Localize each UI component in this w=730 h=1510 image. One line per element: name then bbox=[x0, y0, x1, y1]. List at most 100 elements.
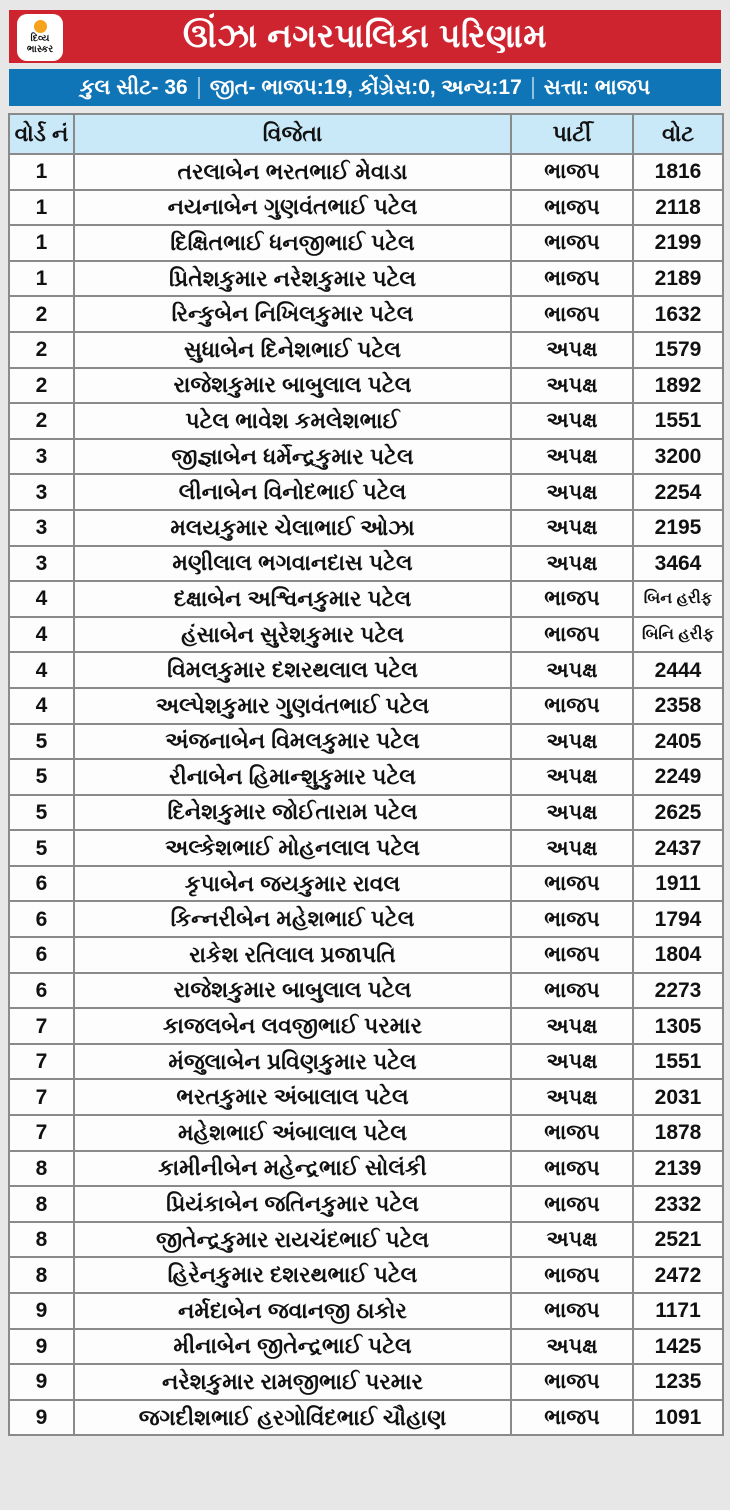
table-row: 5 દિનેશકુમાર જોઈતારામ પટેલ અપક્ષ 2625 bbox=[8, 793, 724, 832]
votes-cell: 2118 bbox=[632, 188, 724, 227]
table-row: 4 વિમલકુમાર દશરથલાલ પટેલ અપક્ષ 2444 bbox=[8, 651, 724, 689]
votes-cell: 2405 bbox=[632, 722, 724, 761]
party-cell: અપક્ષ bbox=[510, 793, 634, 832]
col-header-party: પાર્ટી bbox=[510, 113, 634, 155]
winner-cell: પ્રિતેશકુમાર નરેશકુમાર પટેલ bbox=[73, 259, 512, 298]
winner-cell: વિમલકુમાર દશરથલાલ પટેલ bbox=[73, 651, 512, 689]
ward-cell: 4 bbox=[8, 686, 75, 725]
col-header-winner: વિજેતા bbox=[73, 113, 512, 155]
votes-cell: 3464 bbox=[632, 544, 724, 583]
winner-cell: જગદીશભાઈ હરગોવિંદભાઈ ચૌહાણ bbox=[73, 1398, 512, 1437]
votes-cell: 1171 bbox=[632, 1292, 724, 1330]
party-cell: અપક્ષ bbox=[510, 651, 634, 689]
ward-cell: 7 bbox=[8, 1114, 75, 1152]
divya-bhaskar-logo: દિવ્ય ભાસ્કર bbox=[17, 14, 63, 61]
votes-cell: 2521 bbox=[632, 1220, 724, 1259]
party-cell: ભાજપ bbox=[510, 259, 634, 298]
votes-cell: 2195 bbox=[632, 508, 724, 547]
winner-cell: રીનાબેન હિમાન્શુકુમાર પટેલ bbox=[73, 758, 512, 796]
winner-cell: કિન્નરીબેન મહેશભાઈ પટેલ bbox=[73, 900, 512, 939]
ward-cell: 6 bbox=[8, 936, 75, 974]
votes-cell: 2444 bbox=[632, 651, 724, 689]
winner-cell: નરેશકુમાર રામજીભાઈ પરમાર bbox=[73, 1363, 512, 1401]
ward-cell: 7 bbox=[8, 1042, 75, 1081]
table-row: 8 કામીનીબેન મહેન્દ્રભાઈ સોલંકી ભાજપ 2139 bbox=[8, 1149, 724, 1188]
votes-cell: 2031 bbox=[632, 1078, 724, 1117]
ward-cell: 7 bbox=[8, 1078, 75, 1117]
party-cell: અપક્ષ bbox=[510, 366, 634, 405]
table-row: 2 પટેલ ભાવેશ કમલેશભાઈ અપક્ષ 1551 bbox=[8, 402, 724, 440]
winner-cell: તરલાબેન ભરતભાઈ મેવાડા bbox=[73, 153, 512, 191]
winner-cell: મણીલાલ ભગવાનદાસ પટેલ bbox=[73, 544, 512, 583]
ruling-party-text: સત્તા: ભાજપ bbox=[543, 75, 651, 99]
ward-cell: 5 bbox=[8, 722, 75, 761]
party-cell: ભાજપ bbox=[510, 580, 634, 618]
table-row: 6 કિન્નરીબેન મહેશભાઈ પટેલ ભાજપ 1794 bbox=[8, 900, 724, 939]
ward-cell: 5 bbox=[8, 758, 75, 796]
ward-cell: 3 bbox=[8, 437, 75, 476]
ward-cell: 4 bbox=[8, 615, 75, 654]
votes-cell: 2249 bbox=[632, 758, 724, 796]
ward-cell: 2 bbox=[8, 330, 75, 369]
page-title: ઊંઝા નગરપાલિકા પરિણામ bbox=[182, 17, 548, 54]
table-row: 7 ભરતકુમાર અંબાલાલ પટેલ અપક્ષ 2031 bbox=[8, 1078, 724, 1117]
winner-cell: હંસાબેન સુરેશકુમાર પટેલ bbox=[73, 615, 512, 654]
winner-cell: દક્ષાબેન અશ્વિનકુમાર પટેલ bbox=[73, 580, 512, 618]
winner-cell: સુધાબેન દિનેશભાઈ પટેલ bbox=[73, 330, 512, 369]
party-cell: અપક્ષ bbox=[510, 544, 634, 583]
votes-cell: 2139 bbox=[632, 1149, 724, 1188]
table-row: 5 અલ્કેશભાઈ મોહનલાલ પટેલ અપક્ષ 2437 bbox=[8, 829, 724, 867]
table-row: 4 દક્ષાબેન અશ્વિનકુમાર પટેલ ભાજપ બિન હરી… bbox=[8, 580, 724, 618]
votes-cell: 1305 bbox=[632, 1007, 724, 1045]
party-cell: ભાજપ bbox=[510, 1149, 634, 1188]
table-row: 3 લીનાબેન વિનોદભાઈ પટેલ અપક્ષ 2254 bbox=[8, 473, 724, 511]
winner-cell: રાજેશકુમાર બાબુલાલ પટેલ bbox=[73, 366, 512, 405]
party-cell: ભાજપ bbox=[510, 936, 634, 974]
table-row: 3 જીજ્ઞાબેન ધર્મેન્દ્રકુમાર પટેલ અપક્ષ 3… bbox=[8, 437, 724, 476]
table-row: 6 રાજેશકુમાર બાબુલાલ પટેલ ભાજપ 2273 bbox=[8, 971, 724, 1010]
ward-cell: 1 bbox=[8, 153, 75, 191]
winner-cell: અંજનાબેન વિમલકુમાર પટેલ bbox=[73, 722, 512, 761]
winner-cell: મલયકુમાર ચેલાભાઈ ઓઝા bbox=[73, 508, 512, 547]
party-cell: અપક્ષ bbox=[510, 508, 634, 547]
party-cell: ભાજપ bbox=[510, 188, 634, 227]
table-row: 6 કૃપાબેન જયકુમાર રાવલ ભાજપ 1911 bbox=[8, 864, 724, 903]
table-row: 1 પ્રિતેશકુમાર નરેશકુમાર પટેલ ભાજપ 2189 bbox=[8, 259, 724, 298]
table-row: 1 દિક્ષિતભાઈ ધનજીભાઈ પટેલ ભાજપ 2199 bbox=[8, 224, 724, 262]
party-cell: ભાજપ bbox=[510, 1398, 634, 1437]
table-row: 9 મીનાબેન જીતેન્દ્રભાઈ પટેલ અપક્ષ 1425 bbox=[8, 1327, 724, 1366]
winner-cell: અલ્કેશભાઈ મોહનલાલ પટેલ bbox=[73, 829, 512, 867]
votes-cell: 1425 bbox=[632, 1327, 724, 1366]
ward-cell: 3 bbox=[8, 473, 75, 511]
party-cell: ભાજપ bbox=[510, 900, 634, 939]
votes-cell: 1091 bbox=[632, 1398, 724, 1437]
ward-cell: 6 bbox=[8, 864, 75, 903]
winner-cell: કૃપાબેન જયકુમાર રાવલ bbox=[73, 864, 512, 903]
party-cell: ભાજપ bbox=[510, 971, 634, 1010]
votes-cell: 1551 bbox=[632, 1042, 724, 1081]
summary-divider bbox=[197, 76, 200, 99]
party-cell: ભાજપ bbox=[510, 1185, 634, 1223]
votes-cell: બિનિ હરીફ bbox=[632, 615, 724, 654]
party-cell: ભાજપ bbox=[510, 1363, 634, 1401]
ward-cell: 1 bbox=[8, 224, 75, 262]
winner-cell: રિન્કુબેન નિખિલકુમાર પટેલ bbox=[73, 295, 512, 333]
ward-cell: 8 bbox=[8, 1256, 75, 1294]
party-cell: અપક્ષ bbox=[510, 1042, 634, 1081]
votes-cell: 3200 bbox=[632, 437, 724, 476]
ward-cell: 4 bbox=[8, 580, 75, 618]
winner-cell: પ્રિયંકાબેન જતિનકુમાર પટેલ bbox=[73, 1185, 512, 1223]
winner-cell: નયનાબેન ગુણવંતભાઈ પટેલ bbox=[73, 188, 512, 227]
party-cell: ભાજપ bbox=[510, 1292, 634, 1330]
table-row: 1 તરલાબેન ભરતભાઈ મેવાડા ભાજપ 1816 bbox=[8, 153, 724, 191]
party-cell: અપક્ષ bbox=[510, 1007, 634, 1045]
ward-cell: 8 bbox=[8, 1220, 75, 1259]
party-cell: ભાજપ bbox=[510, 224, 634, 262]
party-cell: અપક્ષ bbox=[510, 758, 634, 796]
votes-cell: 2437 bbox=[632, 829, 724, 867]
table-row: 5 રીનાબેન હિમાન્શુકુમાર પટેલ અપક્ષ 2249 bbox=[8, 758, 724, 796]
winner-cell: રાજેશકુમાર બાબુલાલ પટેલ bbox=[73, 971, 512, 1010]
votes-cell: 2358 bbox=[632, 686, 724, 725]
table-row: 9 નર્મદાબેન જવાનજી ઠાકોર ભાજપ 1171 bbox=[8, 1292, 724, 1330]
